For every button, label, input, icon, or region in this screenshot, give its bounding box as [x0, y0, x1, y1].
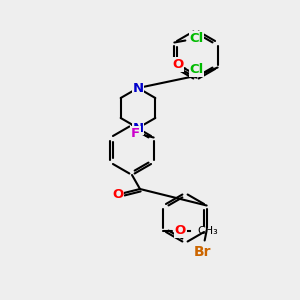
Text: O: O — [175, 224, 186, 237]
Text: Cl: Cl — [189, 32, 203, 45]
Text: CH₃: CH₃ — [197, 226, 218, 236]
Text: N: N — [132, 122, 144, 134]
Text: Br: Br — [194, 245, 212, 260]
Text: N: N — [132, 122, 144, 134]
Text: F: F — [131, 127, 140, 140]
Text: Cl: Cl — [189, 63, 203, 76]
Text: O: O — [172, 58, 183, 71]
Text: N: N — [132, 82, 144, 94]
Text: O: O — [112, 188, 124, 202]
